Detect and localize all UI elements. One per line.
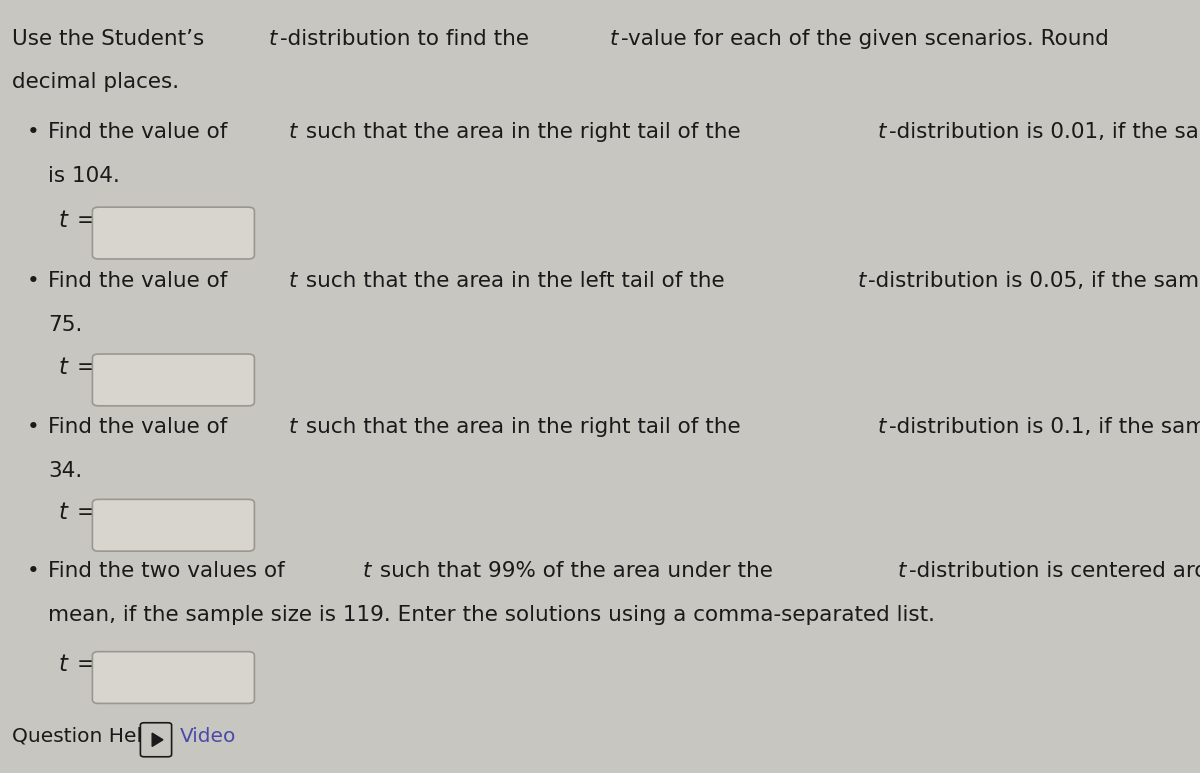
Text: -distribution is centered around the: -distribution is centered around the: [908, 561, 1200, 581]
Text: Find the two values of: Find the two values of: [48, 561, 292, 581]
Text: mean, if the sample size is 119. Enter the solutions using a comma-separated lis: mean, if the sample size is 119. Enter t…: [48, 605, 935, 625]
FancyBboxPatch shape: [140, 723, 172, 757]
Text: -distribution is 0.01, if the sample size: -distribution is 0.01, if the sample siz…: [889, 122, 1200, 142]
Text: $t$: $t$: [58, 356, 70, 379]
Text: Find the value of: Find the value of: [48, 271, 234, 291]
Text: t: t: [878, 122, 887, 142]
Text: •: •: [26, 417, 40, 438]
Text: decimal places.: decimal places.: [12, 72, 179, 92]
Text: t: t: [288, 417, 296, 438]
Text: Use the Student’s: Use the Student’s: [12, 29, 211, 49]
Text: is 104.: is 104.: [48, 166, 120, 186]
FancyBboxPatch shape: [92, 652, 254, 703]
Text: =: =: [77, 356, 96, 379]
Text: t: t: [288, 271, 296, 291]
Text: such that the area in the right tail of the: such that the area in the right tail of …: [299, 417, 748, 438]
Text: $t$: $t$: [58, 209, 70, 232]
Text: =: =: [77, 209, 96, 232]
Text: such that the area in the right tail of the: such that the area in the right tail of …: [299, 122, 748, 142]
Text: t: t: [610, 29, 618, 49]
Text: •: •: [26, 271, 40, 291]
Text: t: t: [857, 271, 865, 291]
Text: such that 99% of the area under the: such that 99% of the area under the: [373, 561, 780, 581]
Text: -distribution is 0.05, if the sample size is: -distribution is 0.05, if the sample siz…: [868, 271, 1200, 291]
Text: -distribution is 0.1, if the sample size is: -distribution is 0.1, if the sample size…: [889, 417, 1200, 438]
Text: Video: Video: [180, 727, 236, 746]
Text: =: =: [77, 653, 96, 676]
Text: •: •: [26, 561, 40, 581]
Text: t: t: [269, 29, 277, 49]
Text: $t$: $t$: [58, 501, 70, 524]
Text: -distribution to find the: -distribution to find the: [280, 29, 535, 49]
Text: t: t: [362, 561, 371, 581]
Text: 75.: 75.: [48, 315, 83, 335]
Text: such that the area in the left tail of the: such that the area in the left tail of t…: [299, 271, 732, 291]
Text: Find the value of: Find the value of: [48, 417, 234, 438]
Text: t: t: [878, 417, 887, 438]
Text: 34.: 34.: [48, 461, 83, 482]
Text: $t$: $t$: [58, 653, 70, 676]
Text: t: t: [288, 122, 296, 142]
Polygon shape: [152, 733, 163, 747]
Text: t: t: [898, 561, 906, 581]
Text: =: =: [77, 501, 96, 524]
Text: •: •: [26, 122, 40, 142]
FancyBboxPatch shape: [92, 499, 254, 551]
Text: Question Help:: Question Help:: [12, 727, 162, 746]
Text: Find the value of: Find the value of: [48, 122, 234, 142]
FancyBboxPatch shape: [92, 207, 254, 259]
FancyBboxPatch shape: [92, 354, 254, 406]
Text: -value for each of the given scenarios. Round: -value for each of the given scenarios. …: [620, 29, 1116, 49]
